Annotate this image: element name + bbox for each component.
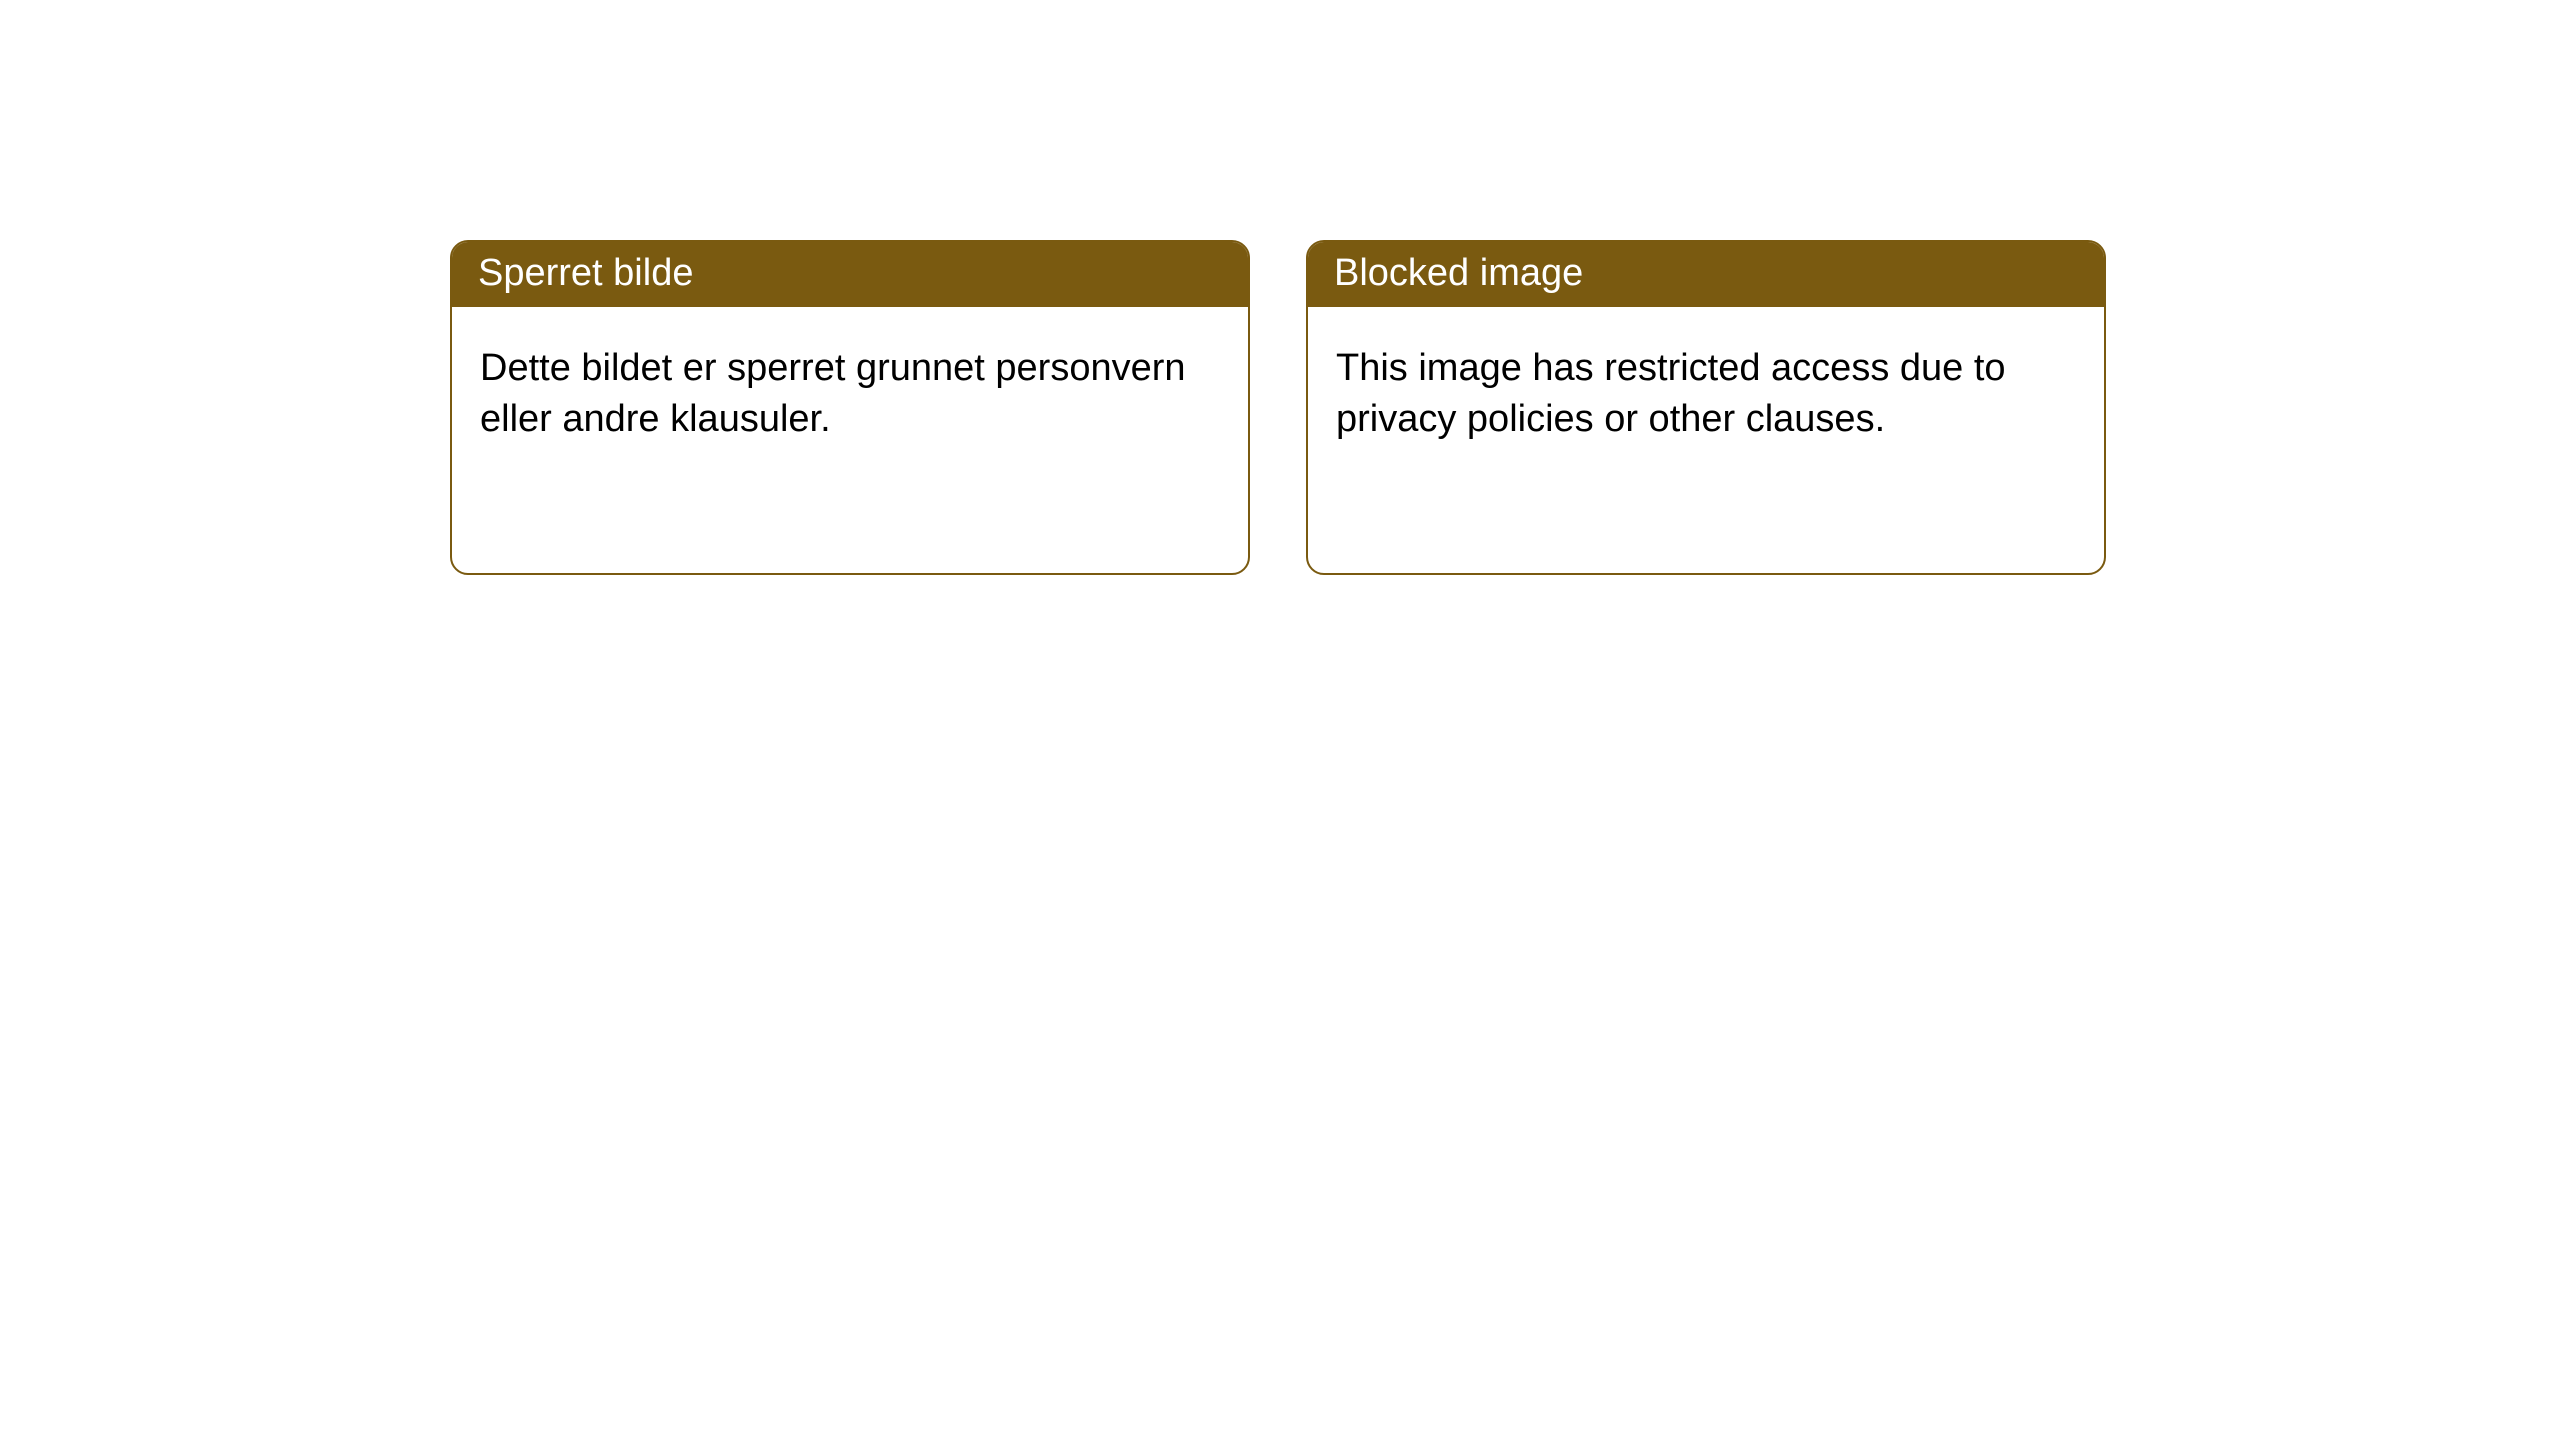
notice-card-norwegian: Sperret bilde Dette bildet er sperret gr… bbox=[450, 240, 1250, 575]
notice-body: This image has restricted access due to … bbox=[1308, 307, 2104, 482]
notice-container: Sperret bilde Dette bildet er sperret gr… bbox=[450, 240, 2560, 575]
notice-header: Sperret bilde bbox=[452, 242, 1248, 307]
notice-card-english: Blocked image This image has restricted … bbox=[1306, 240, 2106, 575]
notice-body: Dette bildet er sperret grunnet personve… bbox=[452, 307, 1248, 482]
notice-header: Blocked image bbox=[1308, 242, 2104, 307]
